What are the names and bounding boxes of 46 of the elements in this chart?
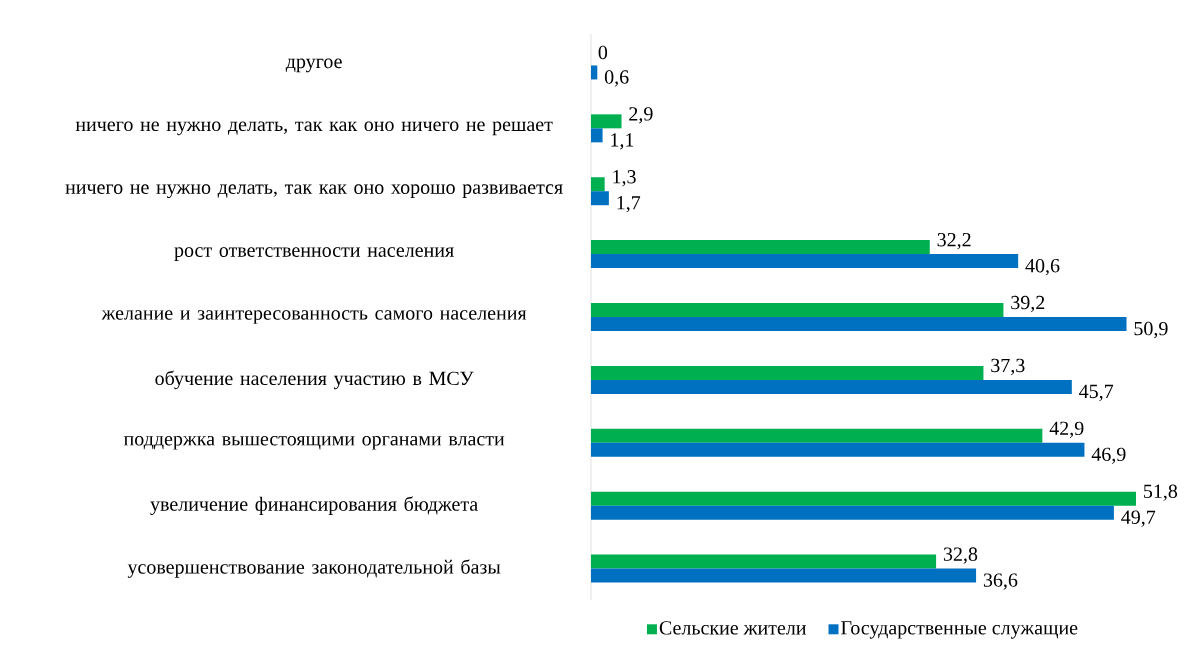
data-label: 46,9: [1091, 447, 1126, 464]
data-label: 37,3: [991, 358, 1025, 376]
bar: [590, 303, 1004, 318]
bar: [590, 317, 1127, 332]
data-label: 0,6: [604, 70, 629, 87]
bar: [590, 254, 1019, 269]
y-tick-label: желание и заинтересованность самого населения: [101, 310, 527, 324]
data-label: 2,9: [629, 107, 653, 124]
y-tick-label: рост ответственности населения: [174, 247, 454, 261]
bar: [590, 428, 1043, 443]
data-label: 39,2: [1011, 295, 1045, 313]
data-label: 49,7: [1121, 510, 1156, 527]
legend-label: Сельские жители: [659, 621, 807, 635]
y-tick-label: обучение населения участию в МСУ: [155, 370, 474, 390]
data-label: 50,9: [1134, 321, 1168, 339]
data-label: 45,7: [1079, 384, 1114, 402]
y-tick-label: ничего не нужно делать, так как оно хорошо развивается: [65, 184, 563, 199]
bar: [590, 554, 937, 569]
y-tick-label: увеличение финансирования бюджета: [150, 496, 478, 515]
bar: [590, 128, 603, 143]
y-tick-label: усовершенствование законодательной базы: [127, 559, 501, 578]
bar: [590, 191, 609, 206]
bar: [590, 491, 1136, 506]
data-label: 40,6: [1025, 258, 1060, 276]
bar: [590, 442, 1085, 457]
bar: [590, 240, 930, 255]
bar: [590, 114, 622, 129]
bar: [590, 568, 977, 583]
bar: [590, 505, 1114, 520]
bar: [590, 365, 984, 380]
data-label: 1,7: [617, 196, 641, 213]
y-tick-label: другое: [285, 58, 342, 73]
data-label: 51,8: [1144, 484, 1178, 501]
data-label: 36,6: [983, 573, 1018, 590]
data-label: 32,8: [943, 547, 978, 564]
bar: [590, 65, 598, 80]
y-tick-label: ничего не нужно делать, так как оно ничего не решает: [75, 121, 553, 136]
data-label: 0: [598, 45, 608, 60]
bar: [590, 177, 605, 192]
legend-label: Государственные служащие: [841, 621, 1078, 639]
y-tick-label: поддержка вышестоящими органами власти: [123, 435, 505, 450]
data-label: 1,3: [613, 170, 636, 187]
data-label: 32,2: [937, 232, 971, 250]
bar: [590, 379, 1072, 394]
data-label: 42,9: [1049, 421, 1084, 438]
data-label: 1,1: [611, 133, 634, 150]
